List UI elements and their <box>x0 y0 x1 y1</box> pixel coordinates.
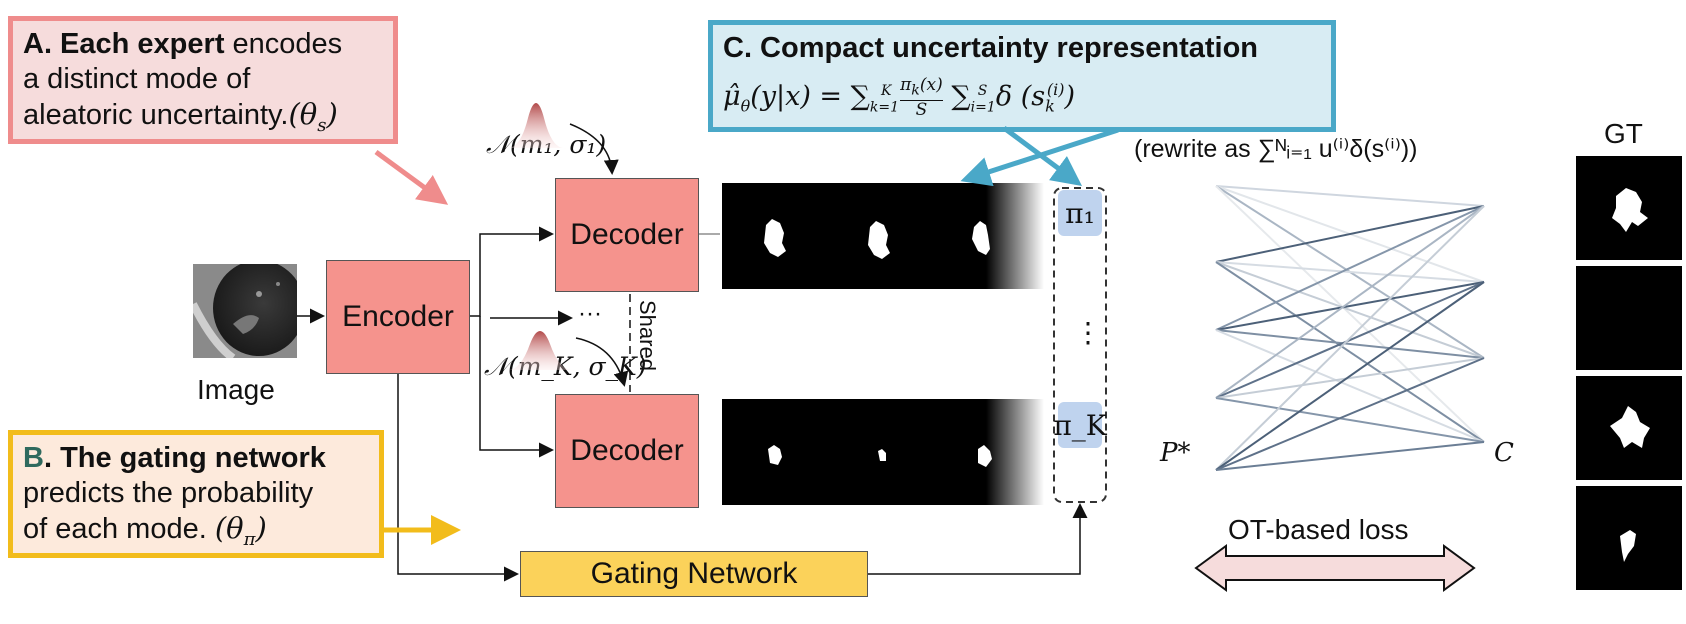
callout-gating: B. The gating network predicts the proba… <box>8 430 384 558</box>
image-label: Image <box>197 374 275 405</box>
ct-image <box>193 264 297 358</box>
gt-tile-4 <box>1576 486 1682 590</box>
decoder-block-bottom: Decoder <box>555 394 699 508</box>
callout-compact-title: C. Compact uncertainty representation <box>723 32 1258 64</box>
p-star-label: P* <box>1160 438 1191 468</box>
c-label: C <box>1494 438 1514 468</box>
theta-pi: (θπ) <box>214 511 267 550</box>
callout-expert: A. Each expert encodes a distinct mode o… <box>8 16 398 144</box>
gt-tile-3 <box>1576 376 1682 480</box>
ellipsis: ··· <box>578 300 602 327</box>
theta-s: (θs) <box>288 97 338 136</box>
callout-expert-text2: a distinct mode of <box>23 63 251 95</box>
callout-gating-letter: B <box>23 442 44 474</box>
callout-compact: C. Compact uncertainty representation μ̂… <box>708 20 1336 132</box>
gating-network-block: Gating Network <box>520 551 868 597</box>
shared-label: Shared <box>635 300 660 371</box>
callout-gating-title: . The gating network <box>43 442 326 474</box>
pi-column <box>1053 187 1107 503</box>
callout-gating-text1: predicts the probability <box>23 477 314 509</box>
callout-expert-text3: aleatoric uncertainty. <box>23 99 289 131</box>
gt-tile-2 <box>1576 266 1682 370</box>
gt-tile-1 <box>1576 156 1682 260</box>
output-strip-top <box>722 183 1044 289</box>
pi-chip-top: π₁ <box>1058 190 1102 236</box>
gt-label: GT <box>1604 118 1643 149</box>
rewrite-note: (rewrite as ∑ᴺᵢ₌₁ u⁽ⁱ⁾δ(s⁽ⁱ⁾)) <box>1134 135 1418 163</box>
callout-expert-title: A. Each expert <box>23 28 225 60</box>
decoder-block-top: Decoder <box>555 178 699 292</box>
ot-loss-label: OT-based loss <box>1228 514 1409 545</box>
pi-chip-bottom: π_K <box>1053 402 1107 448</box>
formula: μ̂θ(y|x) = ∑k=1K πk(x) S ∑i=1S δ (sk(i)) <box>723 75 1075 120</box>
callout-gating-text2: of each mode. <box>23 513 215 545</box>
encoder-block: Encoder <box>326 260 470 374</box>
output-strip-bottom <box>722 399 1044 505</box>
callout-expert-text1: encodes <box>224 28 343 60</box>
pi-dots: ⋮ <box>1074 317 1102 348</box>
